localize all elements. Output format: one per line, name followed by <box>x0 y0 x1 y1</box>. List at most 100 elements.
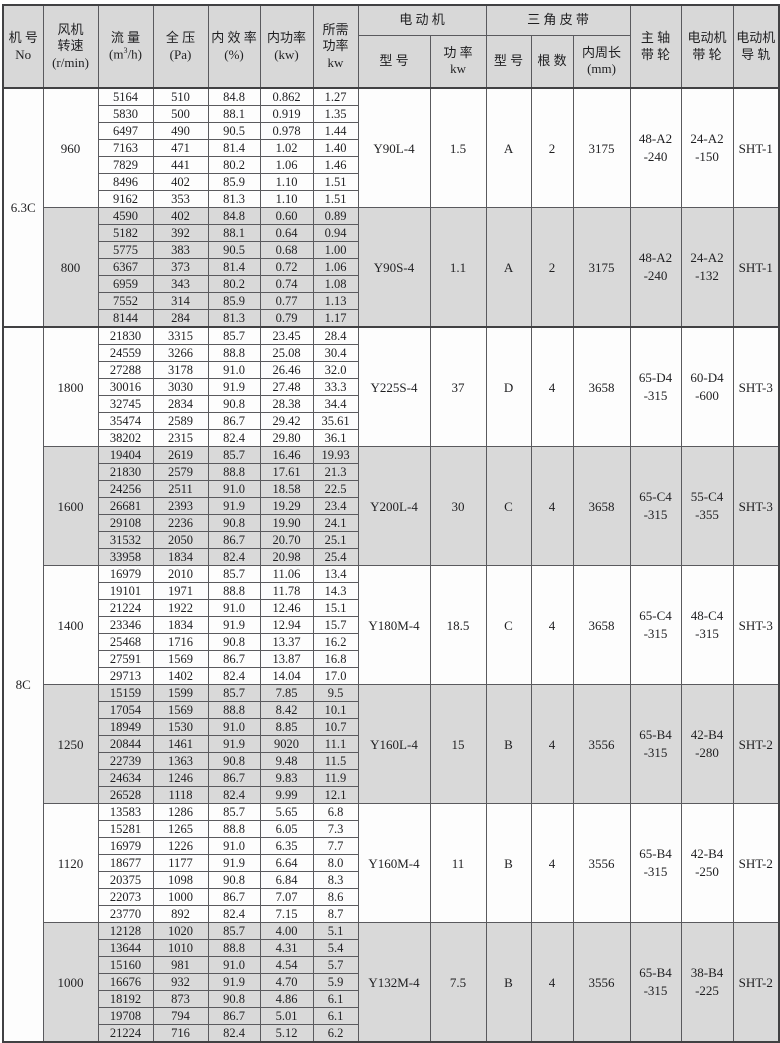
cell-motor-rail: SHT-3 <box>732 446 780 566</box>
cell-pressure: 1569 <box>152 650 209 668</box>
cell-required-power: 23.4 <box>312 497 359 515</box>
cell-required-power: 1.44 <box>312 122 359 140</box>
cell-efficiency: 91.9 <box>207 378 261 396</box>
cell-motor-power: 37 <box>429 326 487 447</box>
cell-efficiency: 81.3 <box>207 190 261 208</box>
cell-internal-power: 0.72 <box>259 258 314 276</box>
cell-motor-rail: SHT-1 <box>732 87 780 208</box>
cell-required-power: 8.3 <box>312 871 359 889</box>
cell-flow: 23346 <box>97 616 154 634</box>
table-row: 7829 441 80.2 1.06 1.46 <box>3 156 779 174</box>
cell-pressure: 981 <box>152 956 209 974</box>
cell-flow: 17054 <box>97 701 154 719</box>
cell-internal-power: 9.99 <box>259 786 314 804</box>
cell-pressure: 471 <box>152 139 209 157</box>
cell-efficiency: 91.0 <box>207 480 261 498</box>
table-row: 27288 3178 91.0 26.46 32.0 <box>3 361 779 379</box>
col-header-motor-power: 功 率 kw <box>429 34 487 89</box>
cell-efficiency: 91.9 <box>207 854 261 872</box>
cell-internal-power: 13.87 <box>259 650 314 668</box>
cell-flow: 21224 <box>97 599 154 617</box>
cell-internal-power: 27.48 <box>259 378 314 396</box>
cell-fan-speed: 1250 <box>42 684 99 804</box>
cell-required-power: 35.61 <box>312 412 359 430</box>
cell-flow: 18949 <box>97 718 154 736</box>
cell-main-pulley: 48-A2 -240 <box>629 207 682 328</box>
cell-internal-power: 6.64 <box>259 854 314 872</box>
cell-efficiency: 85.9 <box>207 292 261 310</box>
cell-internal-power: 4.31 <box>259 939 314 957</box>
table-row: 7552 314 85.9 0.77 1.13 <box>3 292 779 310</box>
cell-motor-pulley: 24-A2 -150 <box>680 87 734 208</box>
cell-internal-power: 1.10 <box>259 190 314 208</box>
cell-motor-power: 30 <box>429 446 487 566</box>
col-header-efficiency: 内 效 率 (%) <box>207 4 261 89</box>
cell-efficiency: 86.7 <box>207 888 261 906</box>
cell-efficiency: 88.8 <box>207 582 261 600</box>
cell-pressure: 1118 <box>152 786 209 804</box>
cell-flow: 33958 <box>97 548 154 566</box>
table-row: 8496 402 85.9 1.10 1.51 <box>3 173 779 191</box>
cell-flow: 15281 <box>97 820 154 838</box>
cell-required-power: 13.4 <box>312 565 359 583</box>
cell-flow: 5775 <box>97 241 154 259</box>
cell-pressure: 2511 <box>152 480 209 498</box>
cell-efficiency: 84.8 <box>207 207 261 225</box>
cell-required-power: 5.7 <box>312 956 359 974</box>
cell-belt-model: C <box>485 565 532 685</box>
cell-required-power: 24.1 <box>312 514 359 532</box>
cell-flow: 20375 <box>97 871 154 889</box>
cell-pressure: 1716 <box>152 633 209 651</box>
cell-internal-power: 19.90 <box>259 514 314 532</box>
cell-required-power: 10.7 <box>312 718 359 736</box>
cell-internal-power: 7.85 <box>259 684 314 702</box>
cell-efficiency: 86.7 <box>207 650 261 668</box>
cell-main-pulley: 65-D4 -315 <box>629 326 682 447</box>
cell-belt-model: C <box>485 446 532 566</box>
table-row: 24256 2511 91.0 18.58 22.5 <box>3 480 779 498</box>
cell-efficiency: 82.4 <box>207 548 261 566</box>
table-row: 8144 284 81.3 0.79 1.17 <box>3 309 779 328</box>
cell-flow: 18677 <box>97 854 154 872</box>
cell-motor-pulley: 42-B4 -280 <box>680 684 734 804</box>
cell-required-power: 1.46 <box>312 156 359 174</box>
cell-efficiency: 90.8 <box>207 871 261 889</box>
cell-pressure: 373 <box>152 258 209 276</box>
cell-main-pulley: 65-B4 -315 <box>629 803 682 923</box>
cell-required-power: 11.9 <box>312 769 359 787</box>
cell-motor-pulley: 42-B4 -250 <box>680 803 734 923</box>
table-row: 29713 1402 82.4 14.04 17.0 <box>3 667 779 685</box>
cell-efficiency: 86.7 <box>207 1007 261 1025</box>
table-row: 6.3C 960 5164 510 84.8 0.862 1.27 Y90L-4 1.5 A 2 31… <box>2 87 780 328</box>
cell-required-power: 28.4 <box>312 326 359 345</box>
cell-belt-model: A <box>485 207 532 328</box>
cell-flow: 7163 <box>97 139 154 157</box>
table-row: 5182 392 88.1 0.64 0.94 <box>3 224 779 242</box>
table-row: 1250 15159 1599 85.7 7.85 9.5 Y160L-4 15 B 4 3556 6… <box>3 684 780 804</box>
cell-flow: 21830 <box>97 326 154 345</box>
cell-pressure: 402 <box>152 207 209 225</box>
cell-fan-speed: 1000 <box>42 922 99 1043</box>
cell-required-power: 36.1 <box>312 429 359 447</box>
cell-internal-power: 25.08 <box>259 344 314 362</box>
cell-flow: 15160 <box>97 956 154 974</box>
cell-motor-model: Y225S-4 <box>357 326 431 447</box>
table-row: 17054 1569 88.8 8.42 10.1 <box>3 701 779 719</box>
table-row: 23770 892 82.4 7.15 8.7 <box>3 905 779 923</box>
fan-spec-table: 机 号 No 风机 转速 (r/min) 流 量 (m3/h) 全 压 (Pa) <box>2 4 780 1043</box>
cell-required-power: 1.51 <box>312 173 359 191</box>
cell-efficiency: 80.2 <box>207 156 261 174</box>
cell-efficiency: 90.8 <box>207 752 261 770</box>
cell-internal-power: 12.46 <box>259 599 314 617</box>
cell-pressure: 510 <box>152 87 209 106</box>
cell-flow: 18192 <box>97 990 154 1008</box>
cell-required-power: 6.1 <box>312 990 359 1008</box>
cell-internal-power: 0.77 <box>259 292 314 310</box>
cell-efficiency: 88.1 <box>207 224 261 242</box>
cell-flow: 16979 <box>97 837 154 855</box>
table-row: 9162 353 81.3 1.10 1.51 <box>3 190 779 208</box>
cell-belt-count: 2 <box>530 87 574 208</box>
col-header-main-pulley: 主 轴 带 轮 <box>629 4 682 89</box>
cell-flow: 9162 <box>97 190 154 208</box>
cell-efficiency: 82.4 <box>207 1024 261 1043</box>
